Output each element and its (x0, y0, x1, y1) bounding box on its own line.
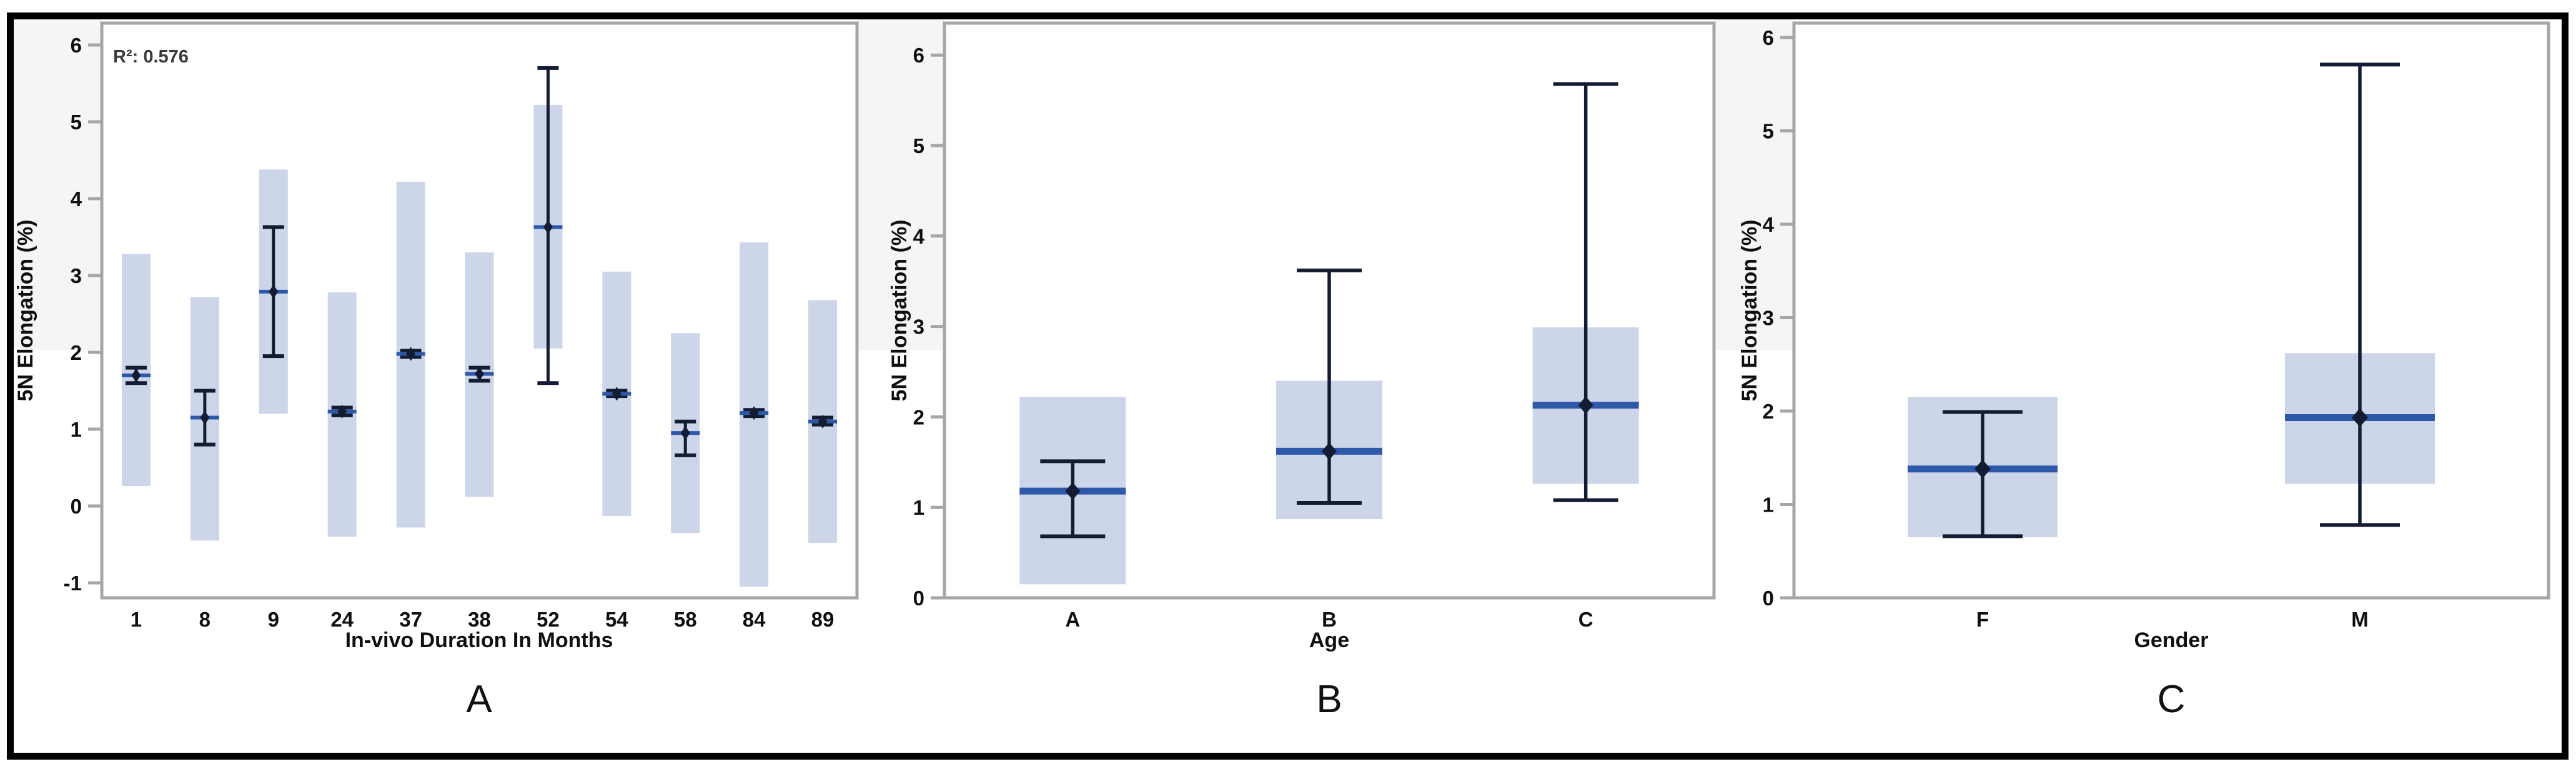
panel-c-marks: 0 1 2 3 4 5 6 F M (1763, 26, 2435, 631)
r-squared-annotation: R²: 0.576 (113, 47, 189, 67)
x-tick-label: 58 (674, 608, 697, 631)
mean-marker (406, 347, 416, 361)
y-tick-label: 1 (1763, 494, 1774, 517)
x-tick-label: 8 (199, 608, 211, 631)
x-tick-label: A (1065, 608, 1080, 631)
y-tick-label: 1 (71, 418, 82, 441)
y-tick-label: 4 (913, 225, 925, 248)
y-tick-label: 4 (71, 187, 82, 211)
x-tick-label: B (1322, 608, 1337, 631)
y-tick-label: 0 (1763, 587, 1774, 610)
panel-c-letter: C (2157, 678, 2186, 721)
background-band-mid2 (1714, 19, 1794, 350)
mean-marker (543, 220, 553, 234)
y-tick-label: 4 (1763, 213, 1775, 236)
panel-c-y-axis-title: 5N Elongation (%) (1738, 220, 1761, 402)
panel-a-x-axis-title: In-vivo Duration In Months (345, 628, 613, 652)
y-tick-label: 2 (71, 341, 82, 364)
mean-marker (1974, 459, 1991, 479)
mean-marker (749, 406, 759, 420)
panel-a-y-axis-title: 5N Elongation (%) (14, 220, 37, 402)
mean-marker (1322, 442, 1337, 460)
panel-a-letter: A (466, 678, 492, 721)
y-tick-label: 5 (1763, 120, 1774, 143)
y-tick-label: 6 (1763, 26, 1774, 49)
mean-marker (818, 414, 828, 429)
mean-marker (131, 368, 141, 382)
x-tick-label: F (1976, 608, 1989, 631)
mean-marker (1578, 396, 1593, 414)
panel-c-x-axis-title: Gender (2134, 628, 2208, 652)
x-tick-label: 24 (330, 608, 354, 631)
mean-marker (337, 404, 347, 419)
y-tick-label: 1 (913, 496, 924, 519)
y-tick-label: -1 (64, 572, 82, 595)
panel-b-x-axis-title: Age (1309, 628, 1349, 652)
panel-b-marks: 0 1 2 3 4 5 6 A B C (913, 44, 1639, 631)
mean-marker (680, 426, 690, 440)
mean-marker (2352, 408, 2368, 427)
y-tick-label: 6 (913, 44, 924, 67)
x-tick-label: 9 (268, 608, 279, 631)
mean-marker (269, 284, 279, 299)
background-band-mid1 (857, 19, 944, 350)
y-tick-label: 2 (913, 405, 924, 429)
panel-a-plot-area (100, 21, 859, 600)
x-tick-label: 89 (811, 608, 835, 631)
mean-marker (1065, 482, 1081, 500)
x-tick-label: 54 (605, 608, 628, 631)
x-tick-label: 84 (743, 608, 766, 631)
y-tick-label: 3 (913, 315, 924, 339)
y-tick-label: 5 (71, 111, 82, 134)
mean-marker (200, 410, 210, 425)
background-band-left (14, 19, 102, 350)
x-tick-label: C (1578, 608, 1593, 631)
y-tick-label: 6 (71, 34, 82, 57)
y-tick-label: 0 (71, 495, 82, 518)
x-tick-label: 52 (537, 608, 560, 631)
panel-b-letter: B (1316, 678, 1342, 721)
y-tick-label: 2 (1763, 400, 1774, 423)
y-tick-label: 3 (1763, 307, 1774, 330)
background-band-group (14, 19, 1794, 350)
mean-marker (475, 367, 484, 381)
mean-marker (612, 387, 622, 401)
x-tick-label: 38 (468, 608, 491, 631)
panel-c-plot-area (1792, 21, 2550, 600)
panel-b-y-axis-title: 5N Elongation (%) (888, 220, 911, 402)
x-tick-label: 37 (399, 608, 422, 631)
x-tick-label: 1 (131, 608, 142, 631)
y-tick-label: 5 (913, 134, 924, 157)
outer-border (7, 12, 2569, 760)
x-tick-label: M (2351, 608, 2369, 631)
y-tick-label: 0 (913, 587, 924, 610)
y-tick-label: 3 (71, 264, 82, 287)
